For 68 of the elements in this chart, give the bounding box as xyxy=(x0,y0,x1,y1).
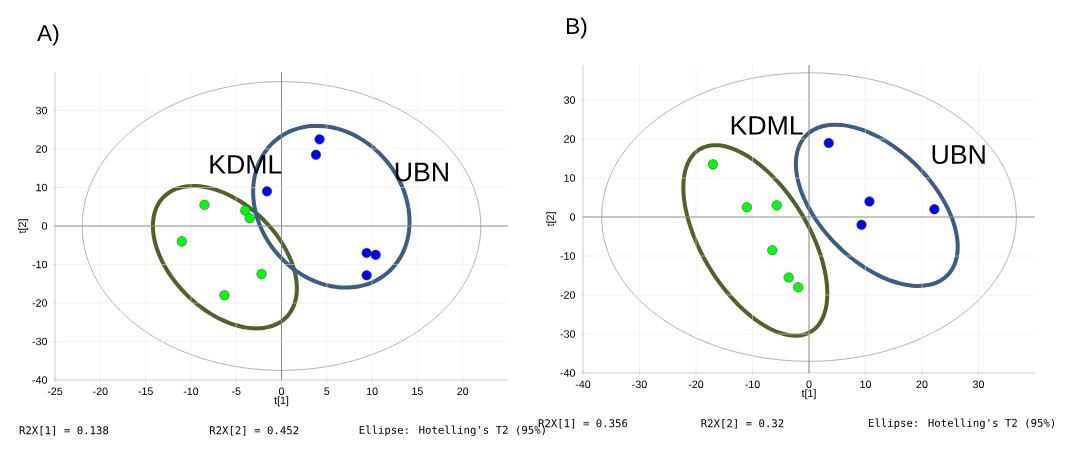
text: R2X[2] = 0.32 xyxy=(701,419,784,429)
point xyxy=(199,199,210,210)
point xyxy=(314,134,325,145)
y-tick-label: -10 xyxy=(560,252,576,260)
point xyxy=(767,245,778,256)
point xyxy=(929,204,940,215)
point xyxy=(707,159,719,170)
point xyxy=(856,219,867,230)
chart-title: B) xyxy=(566,17,587,39)
y-tick-label: -40 xyxy=(560,369,576,377)
annotation: KDML xyxy=(731,116,803,135)
point xyxy=(244,213,255,224)
x-tick-label: -25 xyxy=(47,387,63,396)
y-axis-title: t[2] xyxy=(18,219,29,234)
text: R2X[1] = 0.138 xyxy=(19,426,109,436)
x-tick-label: 10 xyxy=(860,380,872,389)
y-tick-label: -10 xyxy=(32,260,48,269)
y-tick-label: 10 xyxy=(36,183,48,192)
y-tick-label: 0 xyxy=(41,222,48,230)
x-tick-label: -40 xyxy=(575,380,591,389)
point xyxy=(864,196,875,207)
y-tick-label: 10 xyxy=(564,174,576,182)
point xyxy=(361,247,372,259)
point xyxy=(783,272,794,283)
x-tick-label: 0 xyxy=(278,387,285,396)
x-tick-label: 15 xyxy=(412,387,423,395)
x-tick-label: -5 xyxy=(231,387,241,395)
point xyxy=(370,249,381,260)
y-tick-label: 0 xyxy=(569,213,576,221)
x-tick-label: 20 xyxy=(457,387,469,396)
point xyxy=(256,269,267,280)
point xyxy=(310,149,321,160)
point xyxy=(771,200,782,211)
x-tick-label: -15 xyxy=(138,387,153,395)
y-tick-label: -30 xyxy=(560,330,576,338)
x-tick-label: -20 xyxy=(688,380,704,389)
x-tick-label: -30 xyxy=(632,380,647,389)
point xyxy=(240,205,251,216)
x-tick-label: -10 xyxy=(183,387,199,396)
x-axis-title: t[1] xyxy=(274,396,289,407)
point xyxy=(793,282,804,293)
x-tick-label: 30 xyxy=(972,380,985,389)
text: Ellipse: Hotelling's T2 (95%) xyxy=(868,418,1055,430)
y-tick-label: 20 xyxy=(36,145,48,153)
x-tick-label: 0 xyxy=(806,380,812,389)
point xyxy=(176,236,187,247)
point xyxy=(261,186,273,197)
y-tick-label: -30 xyxy=(32,337,48,346)
chart-title: A) xyxy=(37,24,59,46)
y-tick-label: -20 xyxy=(560,291,576,299)
y-tick-label: 30 xyxy=(35,106,48,115)
x-tick-label: 10 xyxy=(366,387,378,396)
point xyxy=(361,270,372,281)
annotation: UBN xyxy=(932,145,985,164)
y-tick-label: 30 xyxy=(563,96,576,104)
x-tick-label: 5 xyxy=(324,387,330,395)
y-tick-label: 20 xyxy=(564,135,576,143)
x-tick-label: -10 xyxy=(745,380,760,389)
annotation: UBN xyxy=(395,162,448,182)
x-tick-label: 20 xyxy=(916,380,928,389)
point xyxy=(823,137,834,149)
point xyxy=(219,290,230,301)
x-axis-title: t[1] xyxy=(801,389,816,400)
text: R2X[2] = 0.452 xyxy=(209,426,299,436)
x-tick-label: -20 xyxy=(93,387,108,396)
point xyxy=(741,202,752,213)
y-tick-label: -20 xyxy=(32,299,48,307)
y-axis-title: t[2] xyxy=(546,212,557,227)
